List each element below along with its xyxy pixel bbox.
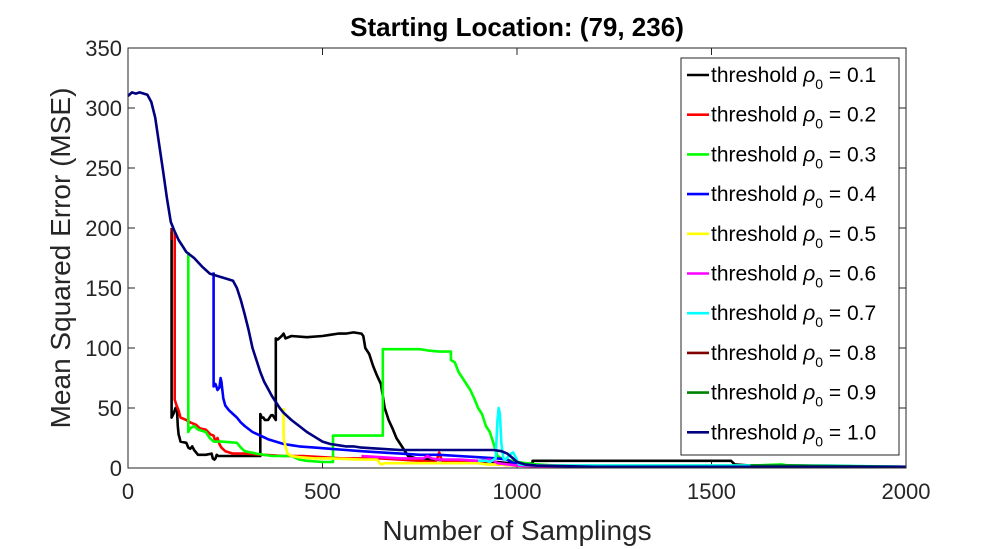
legend-entry: threshold ρ0 = 0.8 xyxy=(711,342,876,370)
x-tick-label: 0 xyxy=(122,479,134,504)
series-line-6 xyxy=(361,454,906,469)
legend-entry: threshold ρ0 = 0.4 xyxy=(711,183,877,211)
y-axis-title: Mean Squared Error (MSE) xyxy=(45,88,76,429)
x-tick-label: 2000 xyxy=(882,479,931,504)
series-line-10 xyxy=(173,231,906,469)
legend-entry: threshold ρ0 = 0.7 xyxy=(711,302,876,330)
y-tick-label: 100 xyxy=(85,336,122,361)
y-tick-label: 50 xyxy=(98,396,122,421)
legend-entry: threshold ρ0 = 0.2 xyxy=(711,104,876,132)
legend-box xyxy=(680,57,900,456)
series-line-3 xyxy=(187,252,907,469)
series-shared-start xyxy=(127,91,176,233)
x-axis-title: Number of Samplings xyxy=(382,515,651,546)
y-tick-label: 250 xyxy=(85,156,122,181)
axis-ticks: 0 500 1000 1500 2000 0 50 100 150 200 250 300 350 xyxy=(85,36,930,504)
legend-entry: threshold ρ0 = 0.5 xyxy=(711,223,876,251)
legend-entry: threshold ρ0 = 1.0 xyxy=(711,421,876,449)
x-tick-label: 500 xyxy=(304,479,341,504)
legend-entry: threshold ρ0 = 0.3 xyxy=(711,143,876,171)
x-tick-label: 1500 xyxy=(687,479,736,504)
y-tick-label: 0 xyxy=(110,456,122,481)
legend-entry: threshold ρ0 = 0.6 xyxy=(711,263,876,291)
y-tick-label: 200 xyxy=(85,216,122,241)
series-lines xyxy=(127,91,907,469)
y-tick-label: 350 xyxy=(85,36,122,61)
legend: threshold ρ0 = 0.1 threshold ρ0 = 0.2 thre… xyxy=(680,57,900,456)
chart-title: Starting Location: (79, 236) xyxy=(350,12,684,42)
x-tick-label: 1000 xyxy=(493,479,542,504)
y-tick-label: 300 xyxy=(85,96,122,121)
legend-entry: threshold ρ0 = 0.1 xyxy=(711,64,876,92)
legend-entry: threshold ρ0 = 0.9 xyxy=(711,382,876,410)
plot-frame xyxy=(127,47,907,469)
y-tick-label: 150 xyxy=(85,276,122,301)
